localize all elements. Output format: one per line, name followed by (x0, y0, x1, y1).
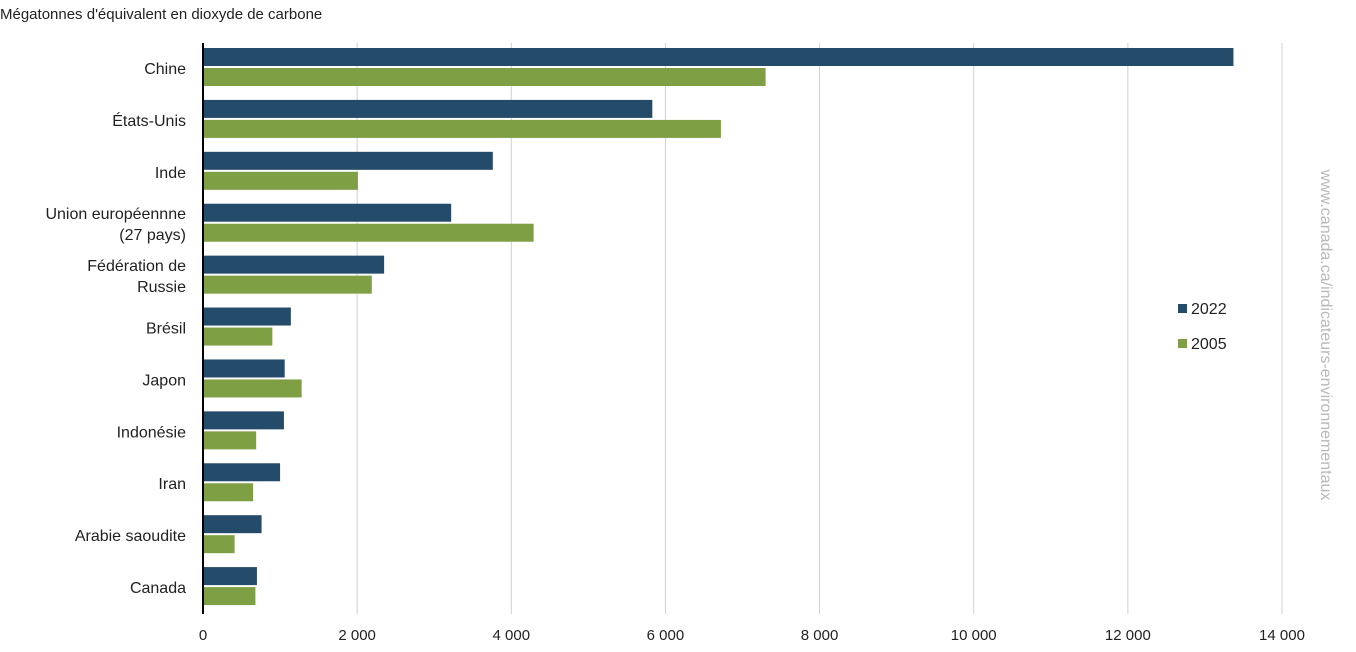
bar-2005 (203, 379, 302, 398)
category-label: Russie (137, 279, 186, 296)
category-label: Union européennne (45, 206, 186, 223)
category-label: Canada (130, 580, 186, 597)
category-label: États-Unis (112, 111, 186, 130)
bar-2005 (203, 535, 235, 554)
bar-2022 (203, 151, 493, 170)
bar-2022 (203, 48, 1234, 66)
category-label: Chine (144, 61, 186, 78)
x-tick-label: 2 000 (338, 627, 376, 644)
bar-2005 (203, 431, 257, 450)
x-tick-label: 14 000 (1259, 627, 1305, 644)
bar-2005 (203, 327, 273, 346)
legend-label: 2005 (1191, 336, 1227, 353)
x-tick-label: 6 000 (647, 627, 685, 644)
bar-2005 (203, 483, 254, 502)
bar-2022 (203, 463, 281, 482)
bar-2005 (203, 171, 358, 190)
x-tick-label: 0 (199, 627, 207, 644)
category-label: Iran (158, 476, 186, 493)
x-tick-label: 12 000 (1105, 627, 1151, 644)
category-label: (27 pays) (119, 227, 186, 244)
bar-2022 (203, 359, 285, 378)
bar-2005 (203, 68, 766, 86)
bar-2022 (203, 203, 452, 222)
bar-2022 (203, 307, 291, 326)
bar-2005 (203, 587, 256, 606)
bar-2022 (203, 567, 257, 586)
bar-2005 (203, 119, 721, 138)
x-tick-label: 8 000 (801, 627, 839, 644)
legend-swatch (1178, 339, 1187, 348)
x-tick-label: 10 000 (951, 627, 997, 644)
category-label: Japon (142, 372, 186, 389)
legend-swatch (1178, 304, 1187, 313)
x-tick-label: 4 000 (493, 627, 531, 644)
bar-2005 (203, 275, 372, 294)
category-label: Inde (155, 165, 186, 182)
watermark: www.canada.ca/indicateurs-environnementa… (1317, 169, 1334, 501)
category-label: Fédération de (87, 258, 186, 275)
bar-2022 (203, 515, 262, 534)
axis-title: Mégatonnes d'équivalent en dioxyde de ca… (0, 6, 323, 23)
bar-2022 (203, 411, 284, 430)
category-label: Arabie saoudite (75, 528, 186, 545)
bar-2022 (203, 255, 385, 274)
bar-2022 (203, 99, 653, 118)
category-label: Brésil (146, 321, 186, 338)
bar-2005 (203, 223, 534, 242)
category-label: Indonésie (117, 424, 186, 441)
legend-label: 2022 (1191, 301, 1227, 318)
